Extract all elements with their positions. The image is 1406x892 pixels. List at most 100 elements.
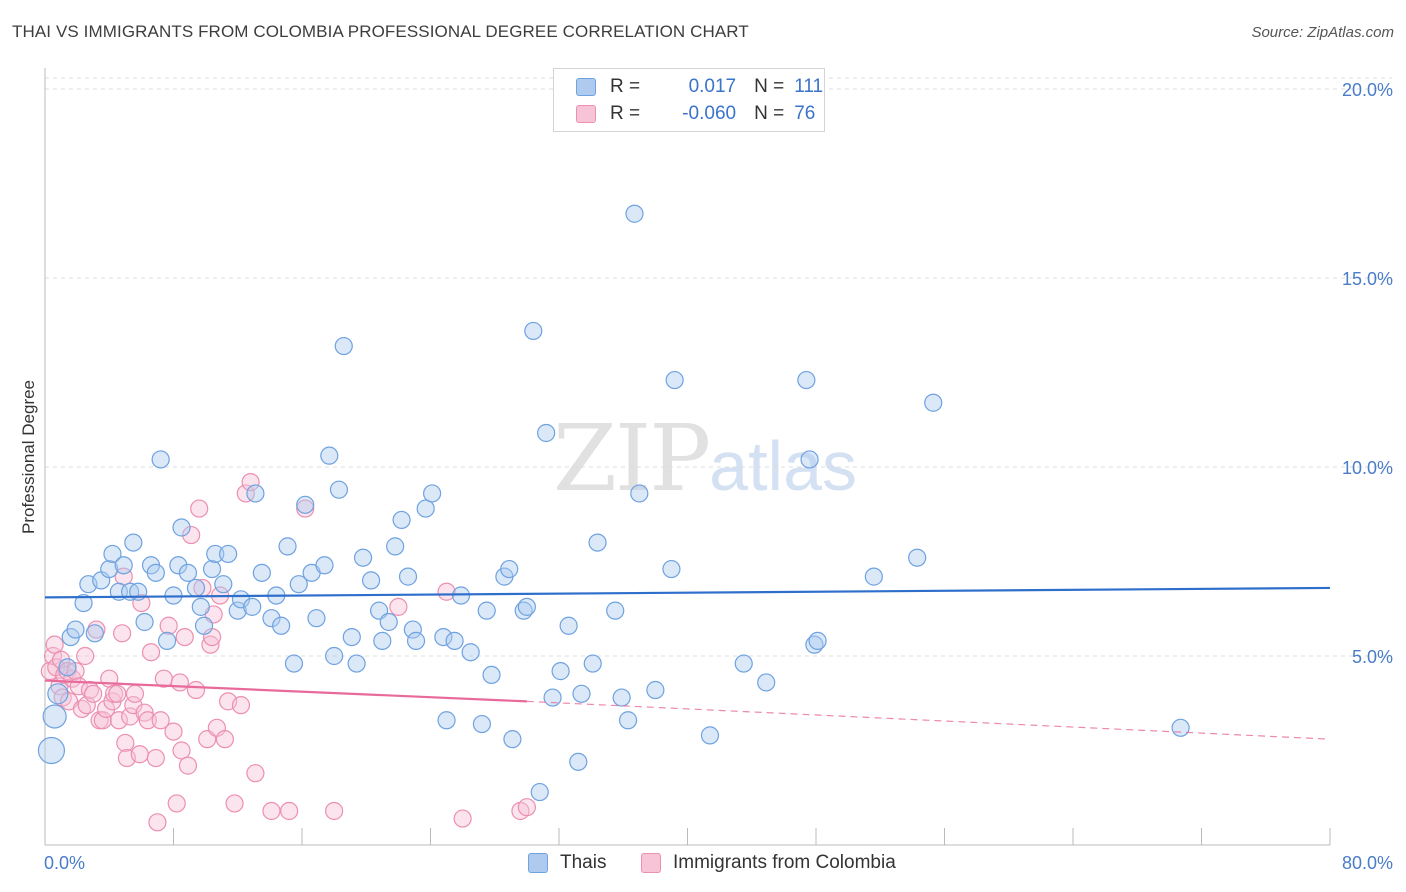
data-point-colombia [182, 525, 201, 545]
data-point-thais [124, 533, 143, 552]
correlation-legend: R = 0.017 N = 111 R = -0.060 N = 76 [553, 68, 825, 132]
data-point-thais [537, 423, 556, 443]
data-point-thais [398, 567, 418, 586]
data-point-thais [169, 556, 188, 575]
data-point-thais [100, 559, 119, 579]
data-point-thais [551, 662, 570, 681]
data-point-colombia [77, 696, 96, 715]
axis-labels: 5.0% 10.0% 15.0% 20.0% 0.0% 80.0% Professional… [19, 80, 1393, 873]
series-legend-thais[interactable]: Thais [528, 852, 606, 874]
data-point-thais [524, 321, 543, 341]
data-point-colombia [241, 473, 260, 492]
data-point-colombia [109, 711, 128, 730]
data-point-thais [517, 597, 536, 616]
data-point-thais [572, 684, 591, 703]
legend-n-label: N = [754, 76, 785, 97]
data-point-thais [800, 450, 819, 469]
legend-n-value-thais: 111 [794, 76, 824, 97]
data-point-colombia [246, 764, 265, 783]
data-point-thais [194, 616, 214, 635]
data-point-colombia [51, 650, 71, 669]
data-point-colombia [132, 593, 151, 613]
trend-line-colombia [44, 679, 527, 703]
data-point-thais [543, 688, 562, 707]
data-point-colombia [130, 745, 149, 764]
data-point-thais [569, 752, 588, 771]
source-credit: Source: ZipAtlas.com [1251, 24, 1394, 41]
data-point-thais [315, 556, 334, 575]
series-legend: Thais Immigrants from Colombia [0, 852, 1406, 878]
data-point-thais [392, 510, 411, 530]
data-point-thais [272, 616, 291, 635]
data-point-thais [347, 654, 366, 673]
x-tick-label-min: 0.0% [44, 853, 85, 873]
data-point-colombia [167, 794, 186, 813]
x-tick-label-max: 80.0% [1342, 853, 1393, 873]
data-point-thais [630, 484, 649, 503]
y-axis-title: Professional Degree [19, 380, 38, 534]
legend-swatch-colombia [576, 105, 596, 123]
series-thais-points [37, 204, 1190, 802]
data-point-colombia [108, 684, 127, 703]
data-point-thais [503, 730, 522, 749]
legend-r-value-colombia: -0.060 [682, 103, 737, 124]
data-point-thais [606, 601, 625, 620]
data-point-thais [437, 711, 456, 730]
data-point-colombia [190, 499, 209, 518]
data-point-colombia [170, 673, 190, 692]
data-point-colombia [231, 696, 251, 715]
data-point-colombia [215, 730, 234, 749]
legend-n-label: N = [754, 103, 785, 124]
data-point-colombia [116, 733, 135, 753]
data-point-colombia [112, 624, 132, 643]
data-point-thais [307, 609, 326, 628]
data-point-colombia [175, 627, 194, 647]
data-point-colombia [121, 707, 140, 726]
data-point-colombia [159, 616, 178, 635]
data-point-colombia [125, 684, 145, 703]
data-point-thais [797, 370, 816, 390]
data-point-thais [289, 575, 308, 594]
data-point-colombia [325, 801, 344, 821]
data-point-thais [434, 627, 453, 647]
grid-lines [45, 77, 1392, 657]
data-point-thais [559, 616, 578, 635]
data-point-colombia [141, 643, 161, 662]
trend-lines [44, 586, 1331, 740]
series-colombia-points [40, 473, 536, 832]
data-point-thais [612, 688, 631, 707]
data-point-thais [646, 680, 665, 700]
data-point-colombia [186, 680, 206, 700]
data-point-thais [135, 612, 154, 632]
data-point-thais [461, 643, 480, 662]
series-legend-label-thais: Thais [560, 852, 607, 873]
data-point-colombia [93, 711, 112, 730]
data-point-thais [172, 518, 191, 537]
legend-swatch-thais [576, 78, 596, 96]
series-legend-swatch-thais [528, 853, 548, 873]
series-legend-colombia[interactable]: Immigrants from Colombia [641, 852, 896, 874]
data-point-thais [146, 563, 165, 582]
y-tick-label: 20.0% [1342, 80, 1393, 100]
data-point-colombia [453, 809, 472, 828]
trend-line-thais [44, 586, 1331, 599]
data-point-thais [157, 631, 177, 650]
data-point-thais [924, 393, 943, 412]
data-point-thais [320, 446, 339, 465]
data-point-colombia [45, 635, 64, 654]
data-point-colombia [151, 711, 170, 730]
data-point-thais [151, 450, 170, 469]
data-point-thais [284, 654, 304, 673]
data-point-thais [864, 567, 883, 586]
data-point-thais [186, 578, 206, 598]
data-point-thais [500, 559, 519, 579]
legend-n-value-colombia: 76 [794, 103, 816, 124]
data-point-thais [228, 601, 247, 620]
data-point-thais [734, 654, 753, 673]
data-point-thais [246, 484, 265, 503]
series-legend-swatch-colombia [641, 853, 661, 873]
data-point-colombia [389, 597, 408, 616]
data-point-thais [58, 658, 77, 677]
data-point-thais [445, 631, 464, 650]
